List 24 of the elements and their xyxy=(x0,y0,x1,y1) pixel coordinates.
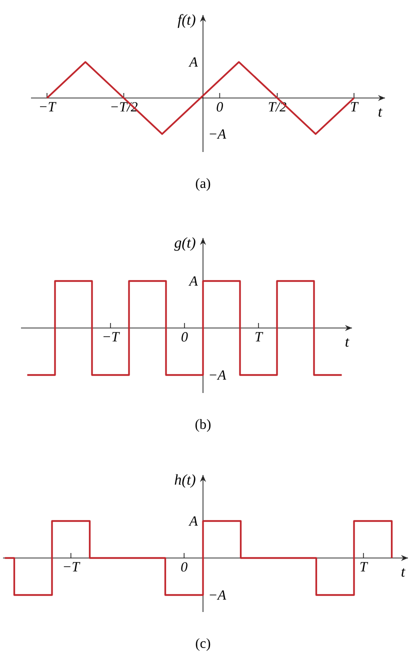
x-tick-label: T xyxy=(351,102,359,112)
x-tick-label: −T xyxy=(40,102,56,112)
annotation: A xyxy=(188,516,198,526)
x-tick-label: 0 xyxy=(216,102,223,112)
y-axis-title: f(t) xyxy=(178,14,196,28)
x-axis-title: t xyxy=(346,338,350,347)
x-tick-label: 0 xyxy=(181,562,188,572)
x-tick-label: T xyxy=(360,562,368,572)
x-axis-title: t xyxy=(378,108,382,117)
x-tick-label: −T xyxy=(64,562,80,572)
x-tick-label: −T xyxy=(104,332,120,342)
annotation: −A xyxy=(210,129,226,139)
annotation: −A xyxy=(210,370,226,380)
y-axis-title: h(t) xyxy=(174,474,196,488)
text: (b) xyxy=(195,419,211,432)
x-tick-label: T xyxy=(256,332,264,342)
annotation: −A xyxy=(210,590,226,600)
y-axis-title: g(t) xyxy=(174,237,196,251)
annotation: A xyxy=(188,276,198,286)
x-tick-label: 0 xyxy=(182,332,188,342)
annotation: A xyxy=(188,57,198,67)
text: (c) xyxy=(196,638,210,651)
x-axis-title: t xyxy=(402,568,406,577)
text: (a) xyxy=(196,178,210,191)
